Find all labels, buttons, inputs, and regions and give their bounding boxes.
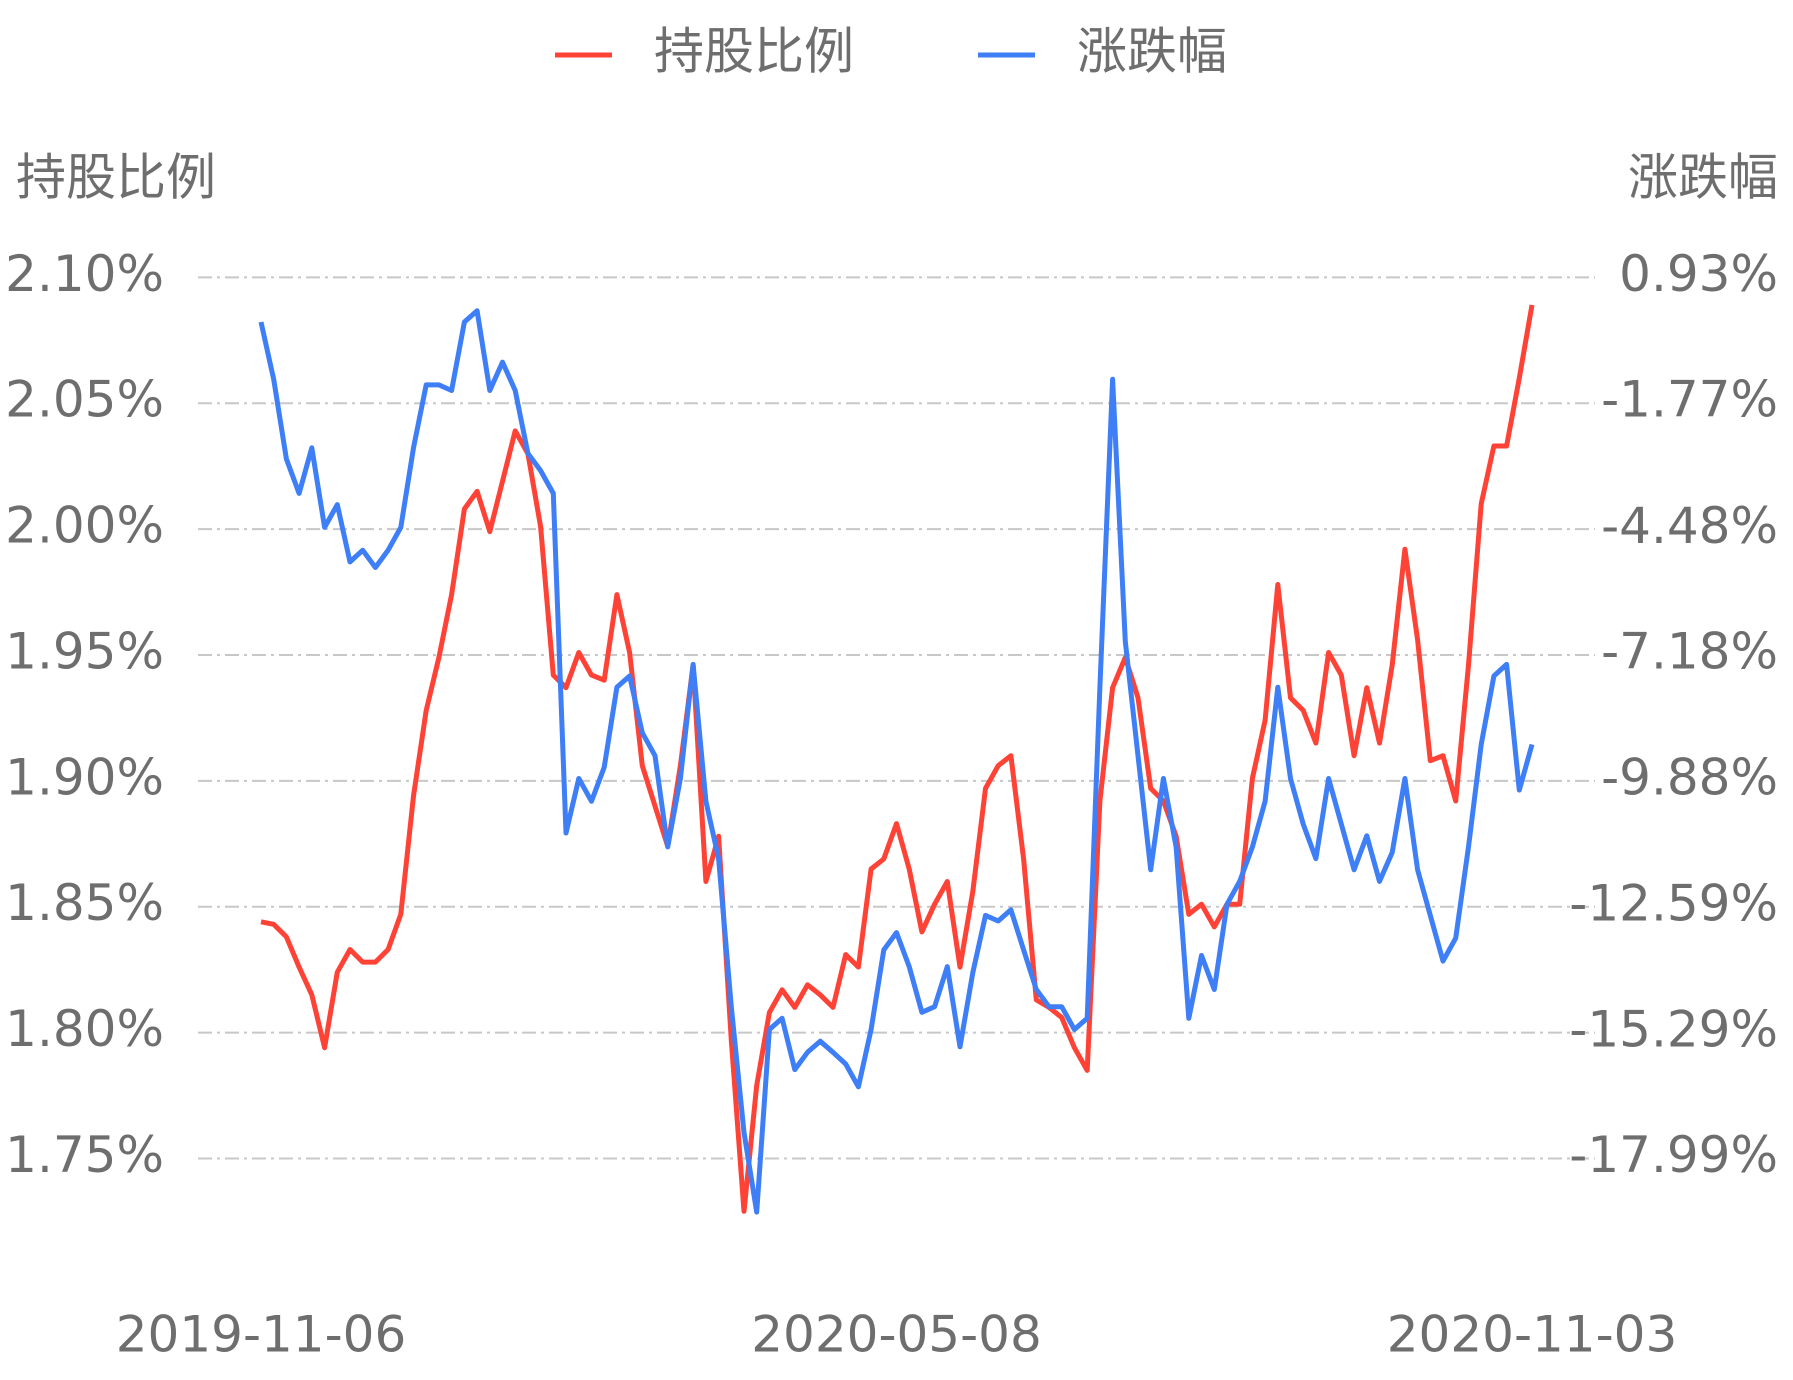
y-tick-label: 1.80% bbox=[5, 1000, 164, 1058]
y-tick-label: 1.85% bbox=[5, 874, 164, 932]
y-tick-label: 2.05% bbox=[5, 371, 164, 429]
y2-tick-label: -4.48% bbox=[1601, 497, 1778, 555]
legend-label: 涨跌幅 bbox=[1077, 23, 1227, 81]
y2-tick-label: -7.18% bbox=[1601, 623, 1778, 681]
x-tick-label: 2020-11-03 bbox=[1387, 1306, 1678, 1364]
y2-tick-label: -9.88% bbox=[1601, 748, 1778, 806]
data-line bbox=[260, 304, 1535, 1214]
y-tick-label: 1.95% bbox=[5, 622, 164, 680]
y-tick-label: 1.75% bbox=[5, 1126, 164, 1184]
y2-tick-label: -15.29% bbox=[1569, 1000, 1778, 1058]
x-tick-label: 2020-05-08 bbox=[751, 1306, 1042, 1364]
y2-tick-label: 0.93% bbox=[1619, 245, 1778, 303]
y2-tick-label: -12.59% bbox=[1569, 875, 1778, 933]
y2-axis-title: 涨跌幅 bbox=[1628, 149, 1778, 207]
x-tick-label: 2019-11-06 bbox=[116, 1306, 407, 1364]
y-tick-label: 2.00% bbox=[5, 497, 164, 555]
y2-tick-label: -1.77% bbox=[1601, 371, 1778, 429]
y-tick-label: 2.10% bbox=[5, 245, 164, 303]
legend-label: 持股比例 bbox=[654, 23, 854, 81]
y-axis-title: 持股比例 bbox=[16, 149, 216, 207]
data-line bbox=[258, 308, 1535, 1215]
y-tick-label: 1.90% bbox=[5, 748, 164, 806]
y2-tick-label: -17.99% bbox=[1569, 1126, 1778, 1184]
